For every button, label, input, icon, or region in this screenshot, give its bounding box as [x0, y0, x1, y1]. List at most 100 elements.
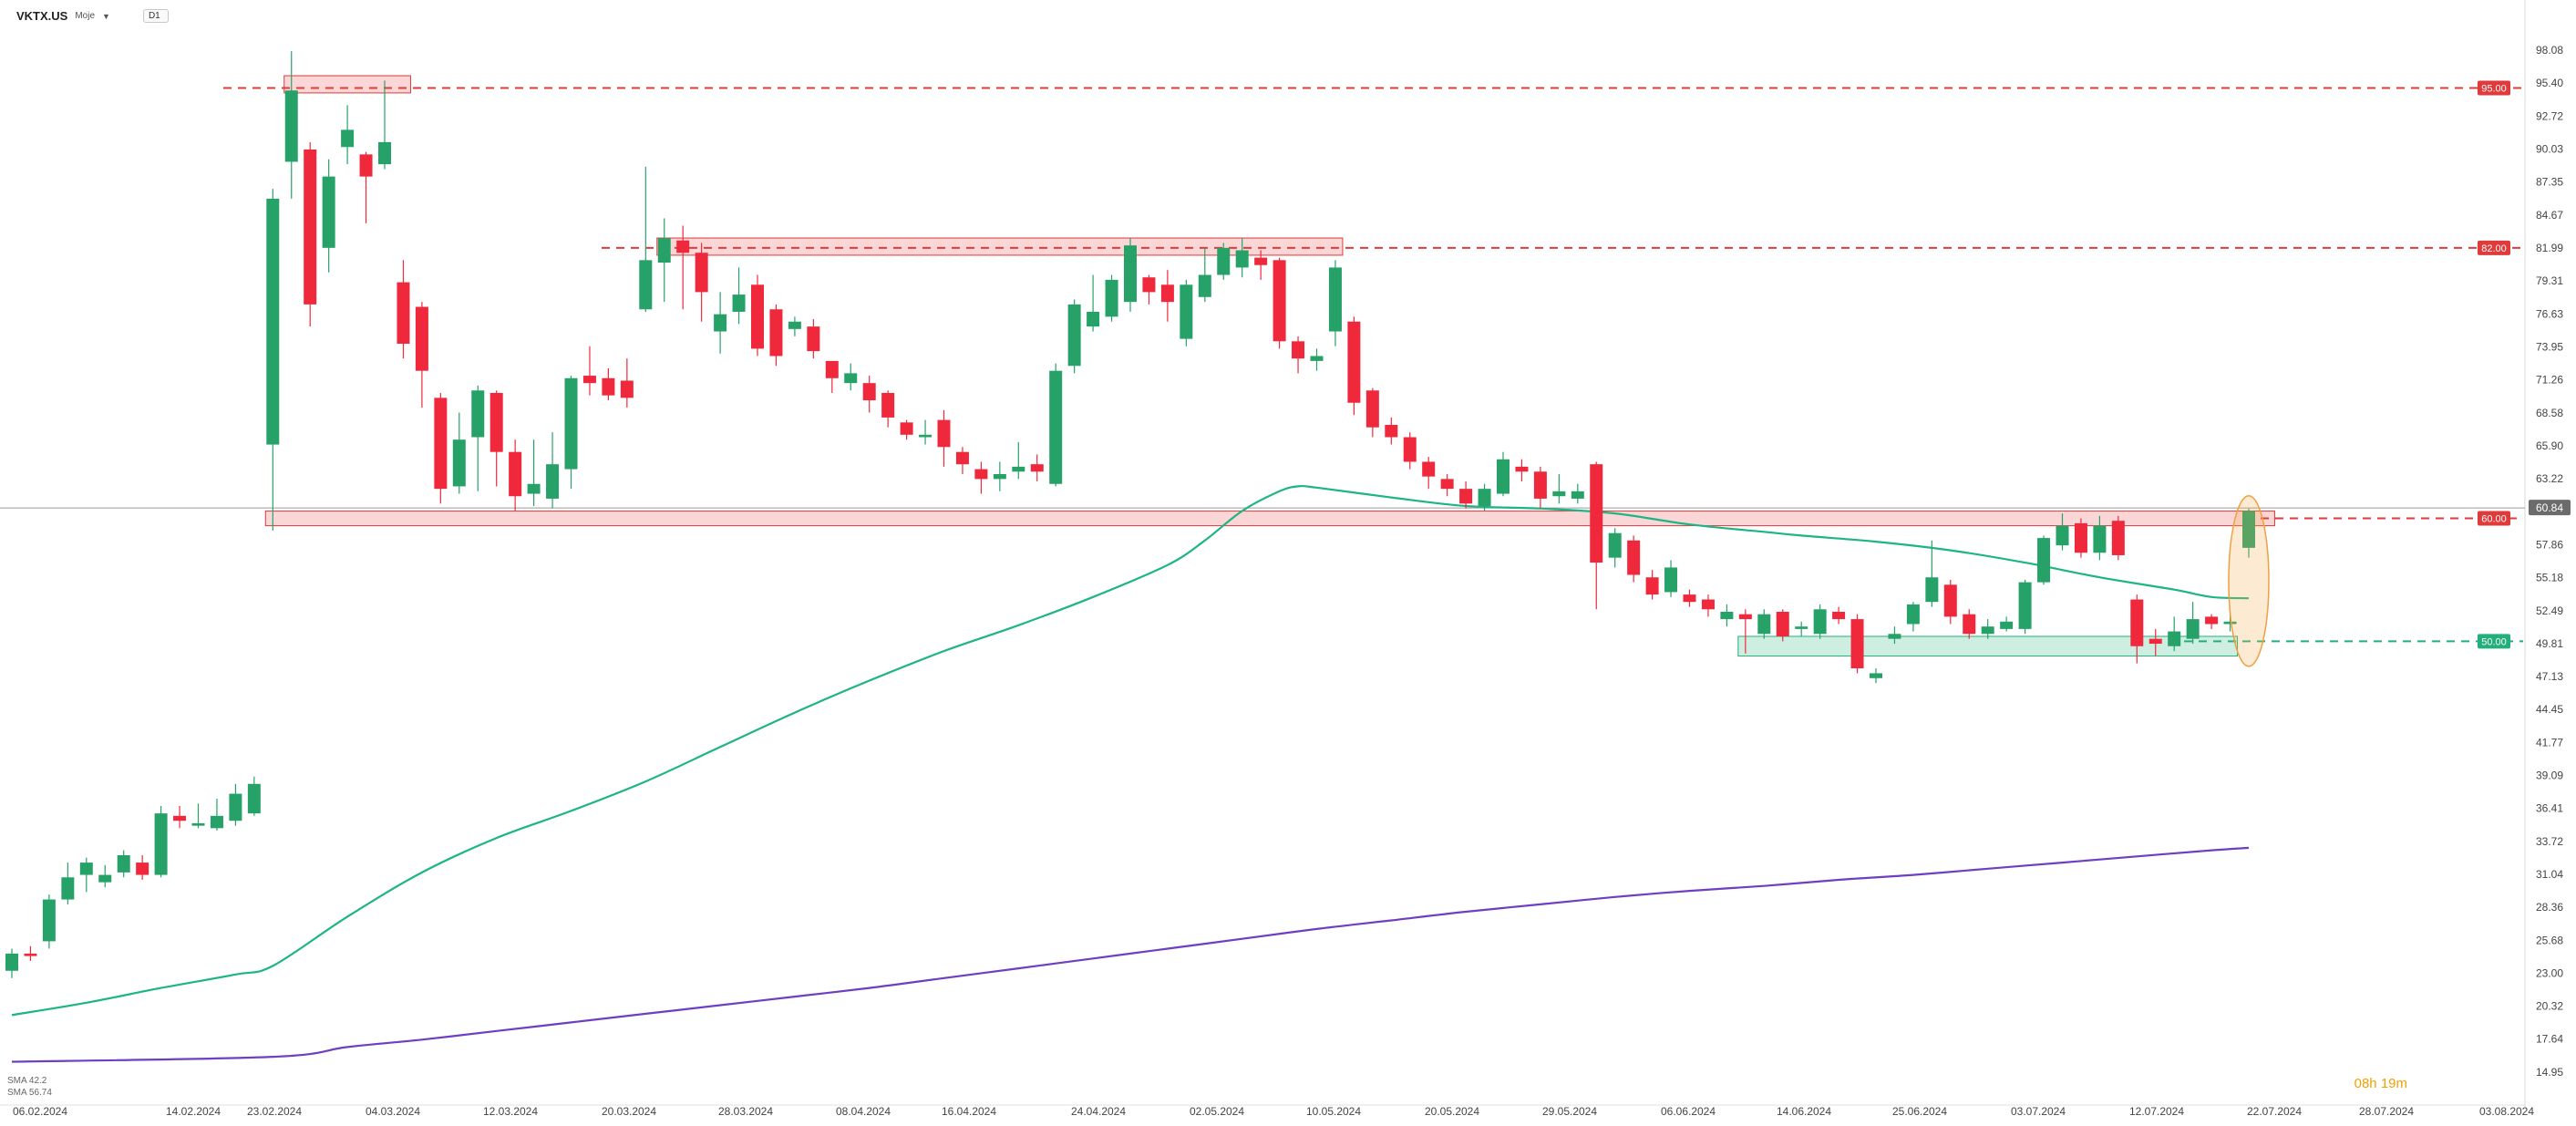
resistance-level-tag — [2478, 80, 2510, 96]
candle-up — [1552, 491, 1566, 497]
candle-down — [955, 451, 969, 465]
y-tick-label: 49.81 — [2536, 637, 2563, 650]
candle-up — [2186, 619, 2200, 639]
y-tick-label: 17.64 — [2536, 1033, 2563, 1046]
candle-up — [247, 783, 261, 814]
resistance-zone — [283, 75, 411, 94]
resistance-level-label: 82.00 — [2481, 243, 2507, 254]
candle-up — [1310, 356, 1324, 361]
candle-down — [1273, 260, 1286, 342]
resistance-level-tag — [2478, 240, 2510, 255]
candle-down — [2111, 521, 2125, 555]
sma-fast-legend[interactable]: SMA 42.2 — [7, 1076, 47, 1086]
candle-down — [24, 953, 37, 956]
x-tick-label: 12.03.2024 — [483, 1105, 538, 1118]
candle-down — [1515, 466, 1529, 472]
resistance-level-label: 60.00 — [2481, 514, 2507, 525]
candle-up — [1012, 466, 1025, 472]
x-tick-label: 25.06.2024 — [1892, 1105, 1947, 1118]
candle-down — [1160, 284, 1174, 303]
candle-up — [61, 877, 75, 900]
y-tick-label: 57.86 — [2536, 538, 2563, 551]
candle-up — [1067, 304, 1081, 367]
candle-up — [2168, 631, 2181, 646]
candle-down — [900, 422, 913, 435]
candle-up — [714, 314, 727, 332]
x-tick-label: 24.04.2024 — [1071, 1105, 1126, 1118]
y-tick-label: 92.72 — [2536, 109, 2563, 122]
candle-down — [751, 284, 764, 349]
chevron-down-icon[interactable]: ▼ — [102, 11, 110, 21]
candle-up — [527, 483, 541, 494]
x-tick-label: 12.07.2024 — [2129, 1105, 2184, 1118]
x-tick-label: 20.03.2024 — [602, 1105, 656, 1118]
candle-up — [452, 439, 466, 487]
candle-up — [2223, 621, 2237, 625]
candle-up — [378, 141, 391, 165]
candle-down — [509, 451, 522, 497]
candle-down — [1627, 540, 1641, 575]
sma-slow-legend[interactable]: SMA 56.74 — [7, 1088, 52, 1098]
y-tick-label: 23.00 — [2536, 966, 2563, 979]
y-tick-label: 79.31 — [2536, 274, 2563, 287]
candle-down — [1292, 341, 1305, 359]
candle-up — [1664, 567, 1678, 593]
y-tick-label: 81.99 — [2536, 242, 2563, 254]
x-tick-label: 28.03.2024 — [718, 1105, 773, 1118]
candle-up — [1813, 609, 1827, 635]
candle-down — [881, 392, 895, 418]
candle-down — [1142, 277, 1156, 293]
candle-down — [434, 398, 448, 490]
y-tick-label: 84.67 — [2536, 209, 2563, 222]
candle-up — [1795, 626, 1808, 629]
candle-up — [1198, 274, 1211, 297]
candle-up — [788, 321, 801, 329]
candle-up — [2037, 538, 2051, 583]
candle-down — [489, 392, 503, 452]
candle-up — [1888, 634, 1901, 639]
y-tick-label: 44.45 — [2536, 703, 2563, 716]
candle-up — [1180, 284, 1193, 339]
x-tick-label: 28.07.2024 — [2359, 1105, 2414, 1118]
candle-up — [2018, 582, 2032, 629]
candle-down — [974, 469, 988, 480]
y-tick-label: 41.77 — [2536, 736, 2563, 749]
y-tick-label: 33.72 — [2536, 835, 2563, 848]
y-tick-label: 98.08 — [2536, 44, 2563, 57]
candle-up — [98, 874, 112, 883]
timeframe-select[interactable]: D1 — [142, 9, 169, 23]
y-tick-label: 31.04 — [2536, 868, 2563, 881]
candle-up — [564, 377, 578, 470]
chart-toolbar: VKTX.US Moje ▼ D1 — [16, 9, 169, 23]
candle-up — [1571, 491, 1584, 499]
y-tick-label: 63.22 — [2536, 472, 2563, 485]
y-tick-label: 65.90 — [2536, 439, 2563, 452]
candle-up — [341, 129, 355, 148]
y-tick-label: 28.36 — [2536, 901, 2563, 914]
sma-fast-line — [11, 484, 2250, 1017]
candle-down — [1963, 614, 1976, 635]
symbol-label[interactable]: VKTX.US — [16, 9, 68, 23]
y-tick-label: 14.95 — [2536, 1066, 2563, 1079]
y-tick-label: 90.03 — [2536, 143, 2563, 156]
y-tick-label: 20.32 — [2536, 1000, 2563, 1013]
candle-up — [844, 373, 858, 384]
candle-down — [2205, 616, 2219, 625]
resistance-zone — [656, 237, 1344, 256]
candle-up — [2000, 621, 2014, 629]
x-tick-label: 06.06.2024 — [1661, 1105, 1716, 1118]
y-tick-label: 87.35 — [2536, 176, 2563, 189]
candle-up — [79, 863, 93, 875]
x-tick-label: 04.03.2024 — [366, 1105, 420, 1118]
candle-up — [1608, 532, 1622, 558]
y-tick-label: 39.09 — [2536, 769, 2563, 781]
y-tick-label: 95.40 — [2536, 77, 2563, 89]
candle-down — [359, 154, 373, 177]
watchlist-label[interactable]: Moje — [75, 11, 96, 21]
candle-down — [2130, 599, 2144, 646]
candle-up — [1124, 245, 1137, 303]
candle-down — [1403, 437, 1417, 462]
candle-down — [1645, 577, 1659, 595]
